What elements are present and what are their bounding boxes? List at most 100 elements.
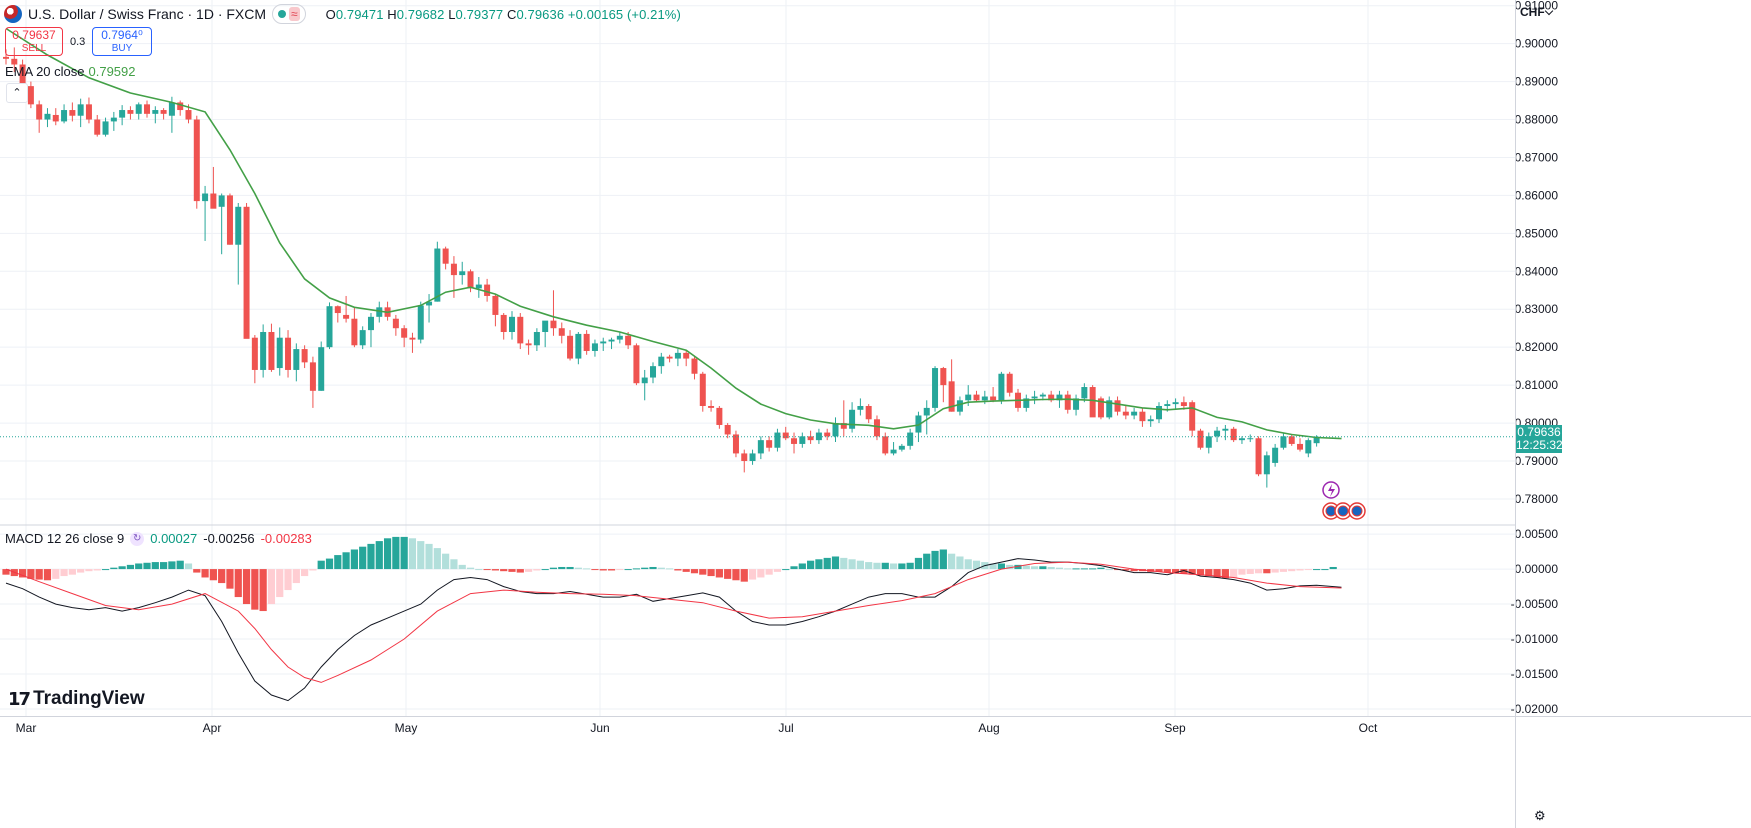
macd-histogram-bar[interactable] xyxy=(43,569,52,581)
macd-histogram-bar[interactable] xyxy=(815,559,823,570)
candle-body[interactable] xyxy=(1164,404,1171,406)
settings-gear-icon[interactable]: ⚙ xyxy=(1534,808,1546,823)
candle-body[interactable] xyxy=(359,330,366,346)
macd-histogram-bar[interactable] xyxy=(1171,569,1180,574)
candle-body[interactable] xyxy=(948,381,955,412)
candle-body[interactable] xyxy=(583,333,590,351)
candle-body[interactable] xyxy=(1114,400,1121,412)
candle-body[interactable] xyxy=(1255,438,1262,475)
candle-body[interactable] xyxy=(1247,438,1254,440)
candle-body[interactable] xyxy=(840,423,847,429)
macd-histogram-bar[interactable] xyxy=(1205,569,1213,577)
macd-histogram-bar[interactable] xyxy=(599,569,607,571)
candle-body[interactable] xyxy=(873,419,880,437)
candle-body[interactable] xyxy=(210,193,217,209)
candle-body[interactable] xyxy=(732,434,739,454)
candle-body[interactable] xyxy=(990,396,997,401)
macd-histogram-bar[interactable] xyxy=(782,569,790,571)
candle-body[interactable] xyxy=(766,440,773,448)
candle-body[interactable] xyxy=(824,432,831,437)
candle-body[interactable] xyxy=(741,453,748,462)
macd-histogram-bar[interactable] xyxy=(1296,569,1304,571)
candle-body[interactable] xyxy=(749,453,756,462)
candle-body[interactable] xyxy=(293,349,300,370)
candle-body[interactable] xyxy=(61,110,68,122)
candle-body[interactable] xyxy=(11,58,18,65)
candle-body[interactable] xyxy=(475,284,482,289)
macd-histogram-bar[interactable] xyxy=(317,560,325,570)
candle-body[interactable] xyxy=(799,436,806,444)
macd-histogram-bar[interactable] xyxy=(840,557,848,570)
macd-histogram-bar[interactable] xyxy=(1130,569,1138,572)
macd-histogram-bar[interactable] xyxy=(176,560,184,570)
candle-body[interactable] xyxy=(235,206,242,245)
macd-histogram-bar[interactable] xyxy=(1288,569,1296,572)
macd-histogram-bar[interactable] xyxy=(1122,569,1130,571)
macd-histogram-bar[interactable] xyxy=(1155,569,1163,572)
candle-body[interactable] xyxy=(865,405,872,420)
candle-body[interactable] xyxy=(1280,436,1287,448)
macd-histogram-bar[interactable] xyxy=(483,569,491,571)
ema-legend[interactable]: EMA 20 close 0.79592 xyxy=(5,64,136,79)
macd-histogram-bar[interactable] xyxy=(732,569,740,581)
candle-body[interactable] xyxy=(699,373,706,406)
candle-body[interactable] xyxy=(782,432,789,439)
macd-histogram-bar[interactable] xyxy=(699,569,707,575)
candle-body[interactable] xyxy=(1205,436,1212,448)
macd-histogram-bar[interactable] xyxy=(790,566,798,570)
candle-body[interactable] xyxy=(650,366,657,378)
candle-body[interactable] xyxy=(52,114,59,122)
macd-histogram-bar[interactable] xyxy=(242,569,251,605)
macd-histogram-bar[interactable] xyxy=(748,569,757,580)
macd-histogram-bar[interactable] xyxy=(948,553,956,570)
candle-body[interactable] xyxy=(226,195,233,245)
macd-histogram-bar[interactable] xyxy=(259,569,267,612)
macd-histogram-bar[interactable] xyxy=(865,562,873,570)
candle-body[interactable] xyxy=(533,332,540,346)
candle-body[interactable] xyxy=(1031,396,1038,399)
macd-histogram-bar[interactable] xyxy=(1271,569,1279,573)
macd-histogram-bar[interactable] xyxy=(533,569,541,571)
macd-histogram-bar[interactable] xyxy=(52,569,60,579)
macd-histogram-bar[interactable] xyxy=(856,560,864,570)
candle-body[interactable] xyxy=(907,432,914,446)
candle-body[interactable] xyxy=(69,110,76,116)
macd-histogram-bar[interactable] xyxy=(1230,569,1238,578)
macd-histogram-bar[interactable] xyxy=(591,569,599,571)
macd-histogram-bar[interactable] xyxy=(1254,569,1263,574)
candle-body[interactable] xyxy=(1106,400,1113,418)
macd-histogram-bar[interactable] xyxy=(657,567,665,570)
candle-body[interactable] xyxy=(1172,402,1179,405)
candle-body[interactable] xyxy=(367,316,374,331)
macd-histogram-bar[interactable] xyxy=(135,563,143,570)
candle-body[interactable] xyxy=(160,110,167,114)
macd-histogram-bar[interactable] xyxy=(168,561,176,570)
candle-body[interactable] xyxy=(757,440,764,454)
candle-body[interactable] xyxy=(641,377,648,384)
macd-histogram-bar[interactable] xyxy=(549,567,558,570)
candle-body[interactable] xyxy=(882,436,889,454)
macd-histogram-bar[interactable] xyxy=(1321,569,1329,571)
candle-body[interactable] xyxy=(1039,394,1046,397)
macd-histogram-bar[interactable] xyxy=(707,569,715,577)
macd-histogram-bar[interactable] xyxy=(77,569,85,573)
candle-body[interactable] xyxy=(36,104,43,120)
tradingview-logo[interactable]: 𝟭𝟳 TradingView xyxy=(8,688,145,710)
macd-histogram-bar[interactable] xyxy=(383,538,392,570)
candle-body[interactable] xyxy=(716,407,723,425)
candle-body[interactable] xyxy=(202,193,209,202)
candle-body[interactable] xyxy=(973,394,980,401)
macd-histogram-bar[interactable] xyxy=(898,563,906,570)
candle-body[interactable] xyxy=(666,356,673,359)
candle-body[interactable] xyxy=(857,405,864,410)
candle-body[interactable] xyxy=(1180,402,1187,406)
candle-body[interactable] xyxy=(1214,430,1221,437)
macd-histogram-bar[interactable] xyxy=(93,569,101,571)
candle-body[interactable] xyxy=(1147,419,1154,422)
candle-body[interactable] xyxy=(832,423,839,437)
macd-histogram-bar[interactable] xyxy=(823,557,831,570)
macd-histogram-bar[interactable] xyxy=(632,568,641,570)
macd-histogram-bar[interactable] xyxy=(607,569,616,571)
candle-body[interactable] xyxy=(1006,373,1013,393)
